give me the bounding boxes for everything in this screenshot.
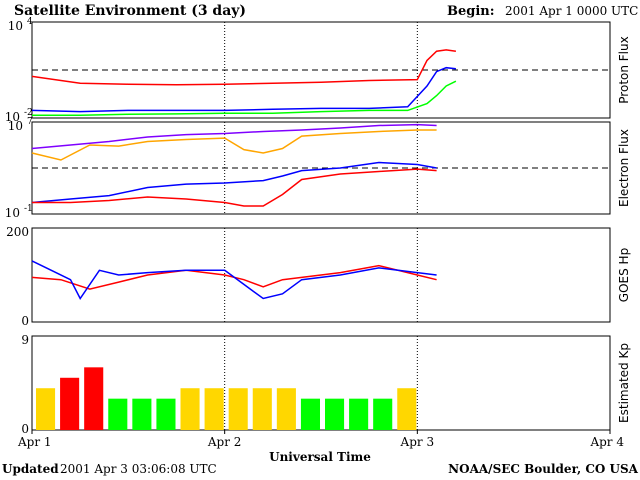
x-axis-label: Universal Time xyxy=(269,450,371,464)
kp-bar xyxy=(36,388,56,430)
series-line xyxy=(31,66,456,113)
panel-4: 9 0 Estimated Kp xyxy=(21,333,631,436)
y-tick-label-bottom: 0 xyxy=(21,314,29,328)
y-axis-label: Proton Flux xyxy=(617,36,631,103)
kp-bar xyxy=(373,398,393,430)
kp-bar xyxy=(108,398,128,430)
y-tick-exponent-bottom: -1 xyxy=(24,204,33,214)
y-tick-label-bottom: 10 xyxy=(5,206,20,220)
kp-bar xyxy=(180,388,200,430)
kp-bar xyxy=(228,388,248,430)
updated-value: 2001 Apr 3 03:06:08 UTC xyxy=(60,462,217,476)
kp-bar xyxy=(132,398,152,430)
kp-bar xyxy=(204,388,224,430)
chart-title: Satellite Environment (3 day) xyxy=(14,3,246,19)
y-tick-label-bottom: 0 xyxy=(21,422,29,436)
y-tick-label-top: 9 xyxy=(21,333,29,347)
x-tick-label: Apr 3 xyxy=(400,435,435,449)
y-axis-label: Estimated Kp xyxy=(617,343,631,423)
kp-bar xyxy=(84,367,104,430)
begin-value: 2001 Apr 1 0000 UTC xyxy=(505,4,638,18)
updated-label: Updated xyxy=(2,462,59,476)
y-tick-label-top: 10 xyxy=(8,19,23,33)
series-line xyxy=(31,49,456,86)
series-line xyxy=(32,168,437,207)
series-line xyxy=(31,123,437,150)
series-line xyxy=(31,264,437,290)
begin-label: Begin: xyxy=(447,4,495,19)
panel-1: 10 10 4 -2 Proton Flux xyxy=(5,17,631,124)
kp-bar xyxy=(252,388,272,430)
series-line xyxy=(31,161,437,204)
panel-2: 10 10 7 -1 Electron Flux xyxy=(5,117,631,220)
kp-bar xyxy=(349,398,369,430)
kp-bar xyxy=(300,398,320,430)
panel-3: 200 0 GOES Hp xyxy=(6,225,631,328)
y-tick-exponent-top: 4 xyxy=(27,17,33,27)
series-line xyxy=(31,129,437,161)
credit-text: NOAA/SEC Boulder, CO USA xyxy=(448,462,639,476)
y-tick-label-top: 200 xyxy=(6,225,29,239)
y-tick-label-bottom: 10 xyxy=(5,110,20,124)
y-tick-label-top: 10 xyxy=(8,119,23,133)
series-line xyxy=(31,260,437,300)
x-tick-label: Apr 1 xyxy=(17,435,52,449)
y-axis-label: GOES Hp xyxy=(617,248,631,302)
y-tick-exponent-top: 7 xyxy=(27,117,33,127)
kp-bar xyxy=(156,398,176,430)
x-tick-label: Apr 2 xyxy=(207,435,242,449)
kp-bar xyxy=(60,377,80,430)
series-line xyxy=(32,80,457,116)
y-tick-exponent-bottom: -2 xyxy=(24,108,33,118)
x-tick-label: Apr 4 xyxy=(589,435,624,449)
panel-frame xyxy=(31,335,611,431)
kp-bar xyxy=(276,388,296,430)
kp-bar xyxy=(397,388,417,430)
y-axis-label: Electron Flux xyxy=(617,129,631,207)
x-axis-ticks: Apr 1 Apr 2 Apr 3 Apr 4 xyxy=(17,430,624,449)
kp-bar xyxy=(325,398,345,430)
